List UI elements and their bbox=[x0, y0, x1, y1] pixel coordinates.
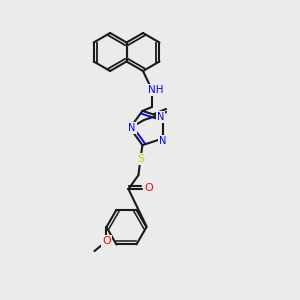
Text: N: N bbox=[159, 136, 166, 146]
Text: O: O bbox=[144, 183, 153, 193]
Text: S: S bbox=[137, 154, 144, 164]
Text: N: N bbox=[128, 123, 136, 133]
Text: NH: NH bbox=[148, 85, 164, 95]
Text: N: N bbox=[157, 112, 164, 122]
Text: O: O bbox=[102, 236, 111, 246]
